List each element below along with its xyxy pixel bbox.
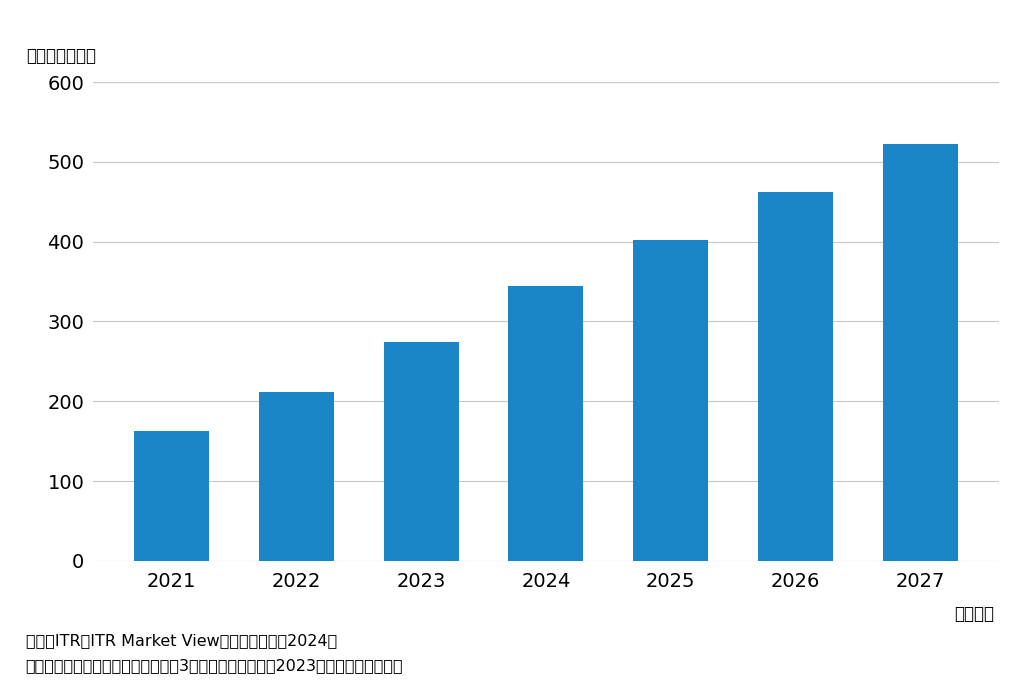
Bar <box>259 392 334 561</box>
Bar <box>383 342 458 561</box>
Text: （年度）: （年度） <box>954 605 994 623</box>
Bar <box>134 431 209 561</box>
Bar <box>509 287 583 561</box>
Text: 出典：ITR『ITR Market View：人材管理市场2024』: 出典：ITR『ITR Market View：人材管理市场2024』 <box>26 633 337 648</box>
Bar <box>883 144 958 561</box>
Text: ＊ベンダーの売上金額を対象とし，3月期ベースで換算。2023年度以降は予測値。: ＊ベンダーの売上金額を対象とし，3月期ベースで換算。2023年度以降は予測値。 <box>26 658 404 673</box>
Bar <box>633 240 709 561</box>
Bar <box>758 192 833 561</box>
Text: （単位：億円）: （単位：億円） <box>26 47 96 65</box>
